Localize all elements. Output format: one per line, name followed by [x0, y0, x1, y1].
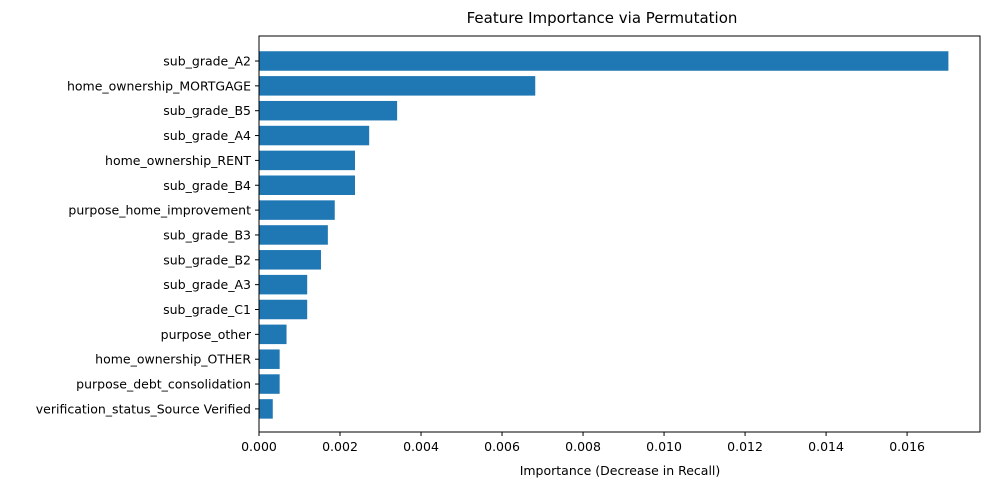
y-axis-ticks: sub_grade_A2 home_ownership_MORTGAGE sub_g…	[36, 54, 259, 416]
y-tick-label: sub_grade_A4	[163, 128, 251, 143]
y-tick-label: sub_grade_B4	[163, 178, 251, 193]
bars-group	[259, 51, 949, 419]
bar-6	[259, 200, 335, 220]
y-tick-label: home_ownership_RENT	[105, 153, 251, 168]
bar-3	[259, 125, 370, 146]
x-axis-ticks: 0.000 0.002 0.004 0.006 0.008 0.010 0.012 0.014…	[241, 432, 925, 454]
y-tick-label: purpose_other	[161, 327, 252, 342]
bar-0	[259, 51, 949, 71]
bar-11	[259, 324, 287, 345]
bar-1	[259, 76, 536, 96]
bar-14	[259, 399, 273, 419]
y-tick-label: sub_grade_B2	[163, 252, 251, 267]
y-tick-label: home_ownership_MORTGAGE	[67, 78, 251, 93]
bar-9	[259, 274, 308, 295]
y-tick-label: purpose_home_improvement	[68, 203, 251, 218]
x-tick-label: 0.002	[322, 439, 358, 454]
bar-10	[259, 299, 308, 320]
y-tick-label: sub_grade_C1	[163, 302, 251, 317]
plot-frame	[258, 35, 981, 433]
bar-8	[259, 250, 321, 270]
x-tick-label: 0.000	[241, 439, 277, 454]
chart-title: Feature Importance via Permutation	[467, 9, 738, 27]
bar-12	[259, 349, 280, 369]
x-tick-label: 0.010	[646, 439, 682, 454]
bar-13	[259, 374, 280, 394]
x-axis-label: Importance (Decrease in Recall)	[520, 463, 721, 478]
x-tick-label: 0.008	[565, 439, 601, 454]
bar-5	[259, 175, 355, 195]
y-tick-label: sub_grade_A3	[163, 277, 251, 292]
y-tick-label: home_ownership_OTHER	[95, 352, 251, 367]
y-tick-label: verification_status_Source Verified	[36, 401, 251, 416]
x-tick-label: 0.012	[727, 439, 763, 454]
y-tick-label: sub_grade_B3	[163, 227, 251, 242]
x-tick-label: 0.016	[889, 439, 925, 454]
x-tick-label: 0.006	[484, 439, 520, 454]
bar-2	[259, 100, 398, 121]
bar-4	[259, 150, 355, 171]
y-tick-label: sub_grade_A2	[163, 54, 251, 69]
x-tick-label: 0.014	[808, 439, 844, 454]
y-tick-label: sub_grade_B5	[163, 103, 251, 118]
x-tick-label: 0.004	[403, 439, 439, 454]
bar-7	[259, 225, 328, 245]
y-tick-label: purpose_debt_consolidation	[76, 377, 251, 392]
